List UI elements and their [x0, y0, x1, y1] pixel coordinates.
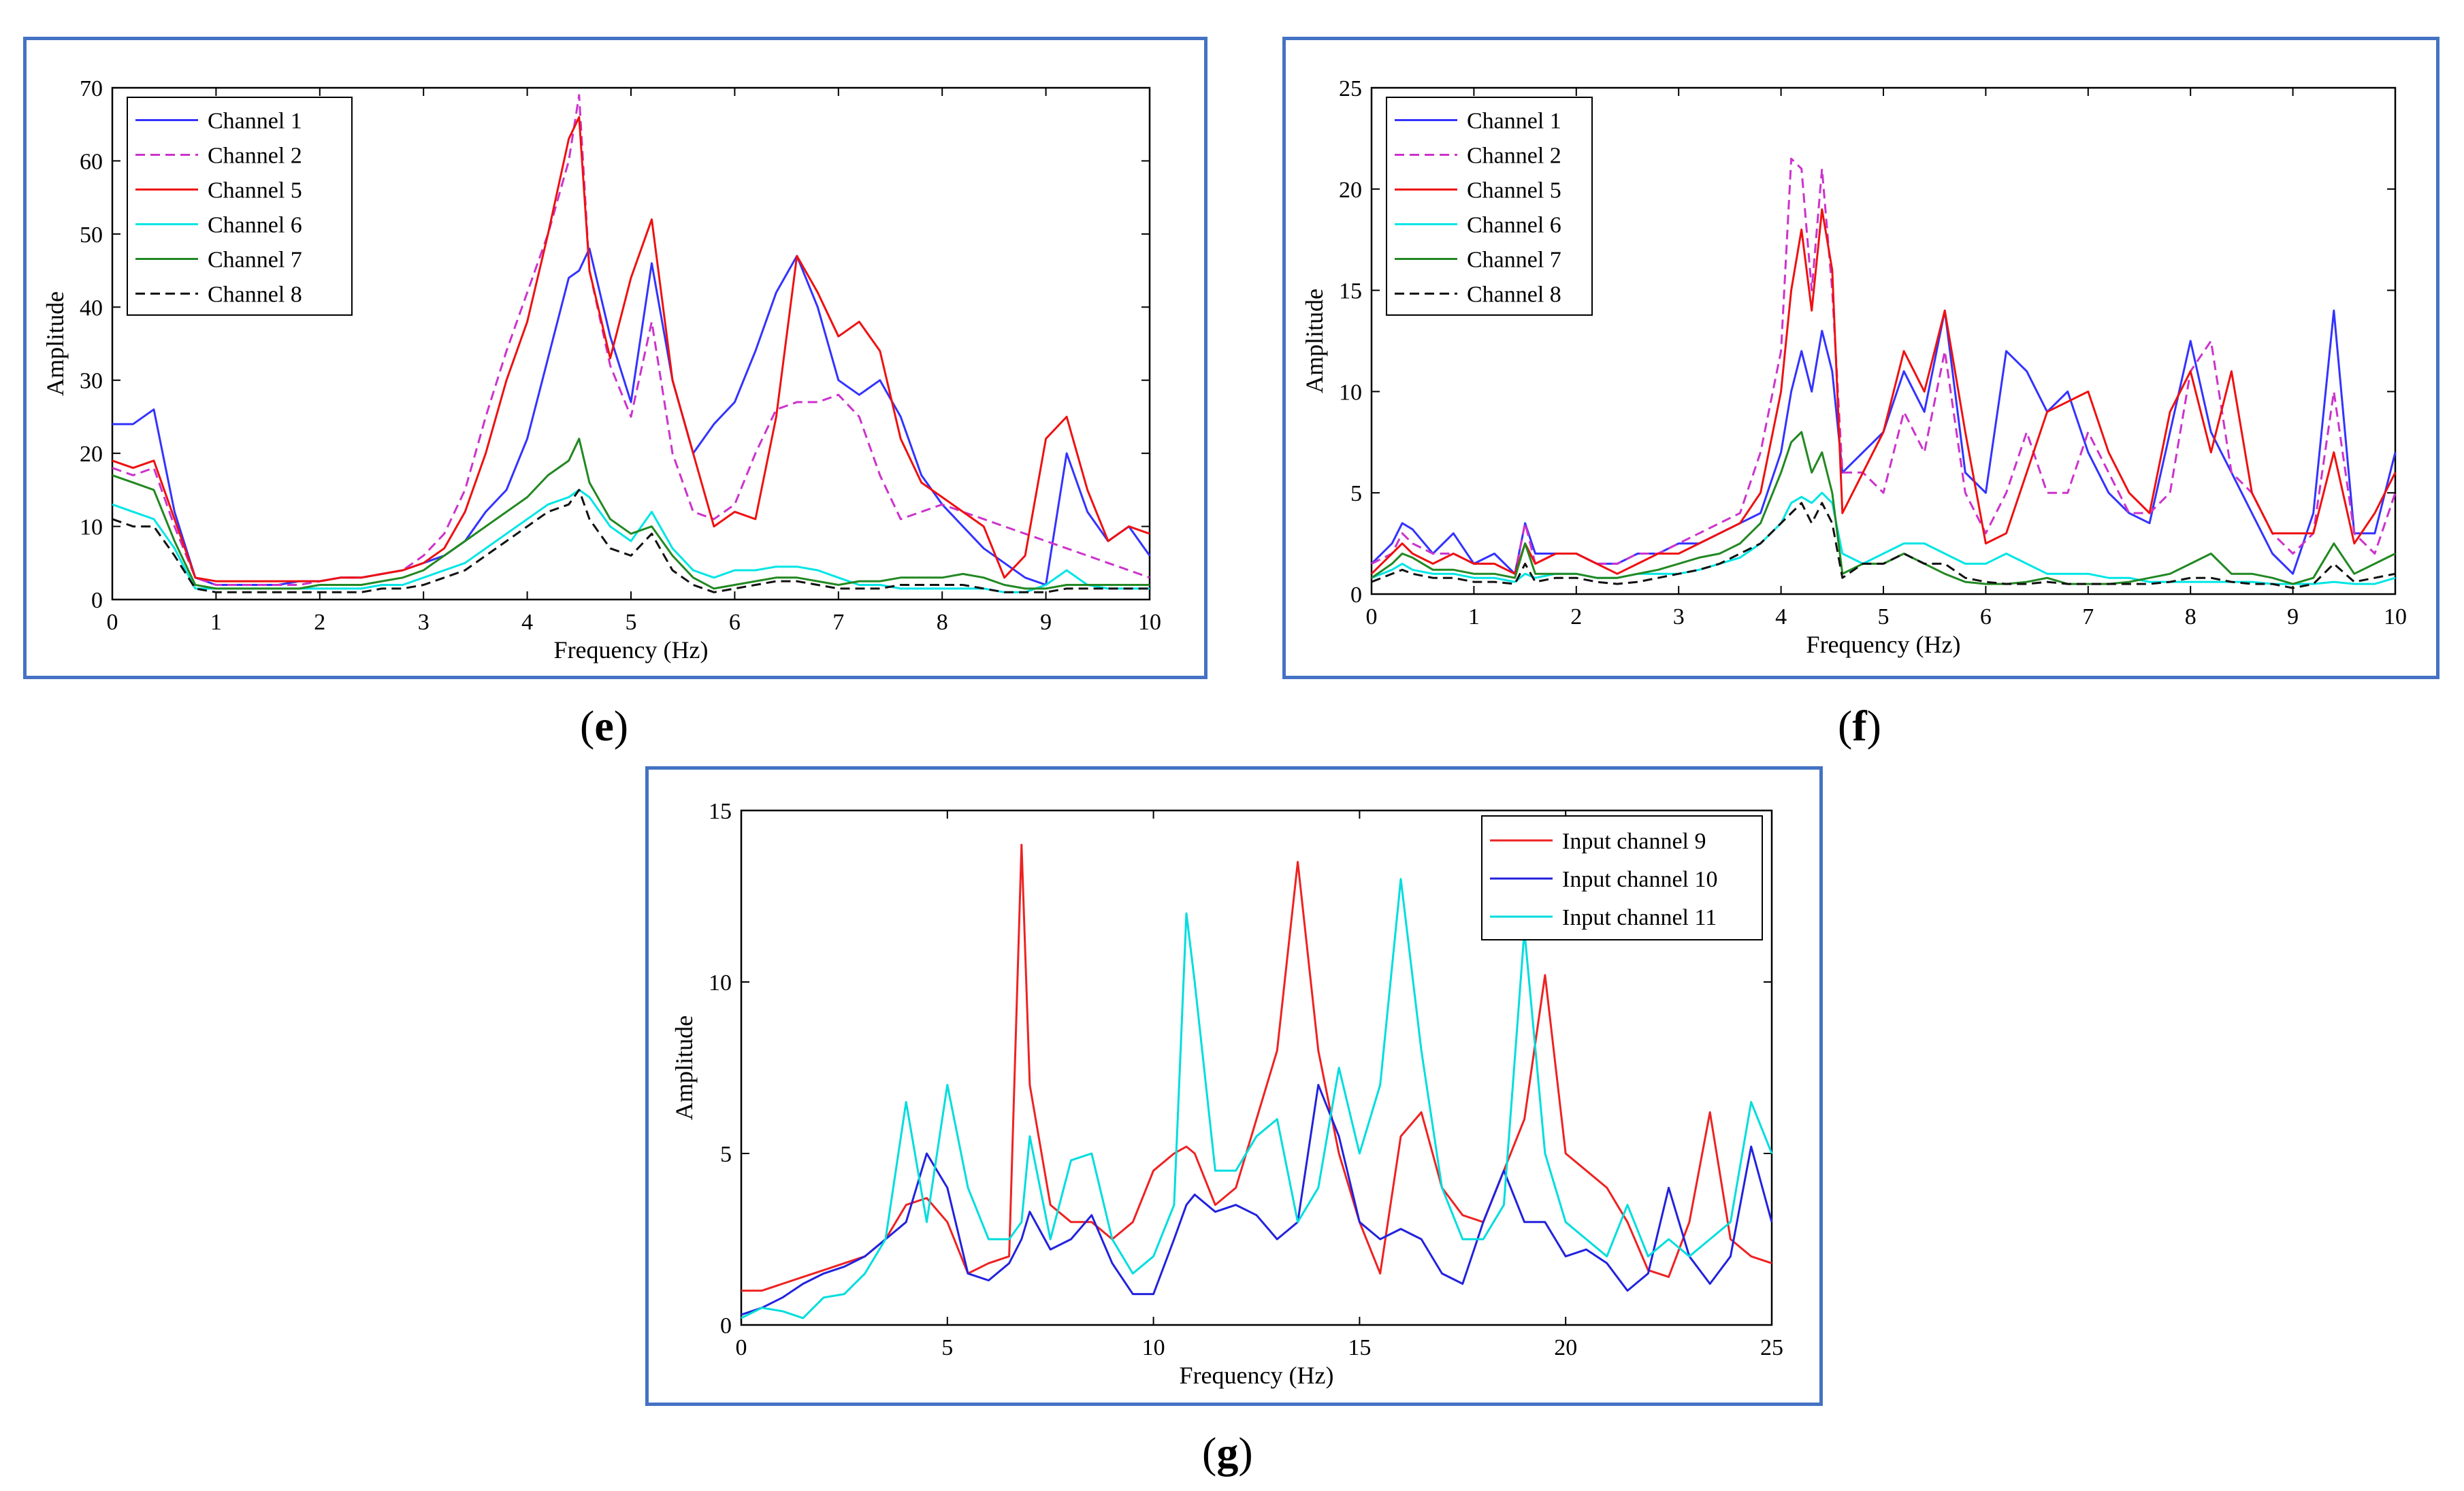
x-axis-label: Frequency (Hz): [1180, 1362, 1334, 1389]
x-tick-label: 0: [1366, 604, 1378, 629]
y-tick-label: 60: [80, 149, 103, 174]
x-tick-label: 6: [729, 610, 741, 635]
y-tick-label: 20: [1339, 178, 1362, 203]
y-tick-label: 30: [80, 369, 103, 394]
legend-label: Channel 5: [208, 178, 302, 203]
legend-label: Channel 7: [1467, 248, 1561, 273]
y-tick-label: 15: [1339, 279, 1362, 304]
legend-label: Channel 5: [1467, 178, 1561, 203]
y-axis-label: Amplitude: [670, 1015, 698, 1120]
legend-label: Input channel 10: [1562, 867, 1718, 892]
chart-f-svg: 0 1 2 3 4 5 6 7 8 9 10 0 5 10 15 20 25 Frequency (Hz) Ampl…: [1301, 76, 2407, 658]
chart-e-svg: 0 1 2 3 4 5 6 7 8 9 10 0 10 20 30 40 50 60 70 Frequency (Hz…: [42, 76, 1161, 663]
legend-label: Channel 1: [208, 109, 302, 134]
y-tick-label: 10: [1339, 380, 1362, 405]
series-line-channel-6: [1371, 491, 2396, 585]
x-tick-label: 10: [1138, 610, 1161, 635]
x-tick-label: 8: [2185, 604, 2196, 629]
legend-label: Input channel 11: [1562, 905, 1717, 930]
y-tick-label: 70: [80, 76, 103, 101]
x-tick-label: 2: [314, 610, 325, 635]
x-tick-label: 3: [1673, 604, 1685, 629]
legend-label: Channel 1: [1467, 109, 1561, 134]
series-line-channel-7: [112, 438, 1150, 590]
legend-label: Channel 7: [208, 248, 302, 273]
x-tick-label: 4: [1775, 604, 1787, 629]
x-tick-label: 1: [210, 610, 222, 635]
series-line-channel-1: [1370, 309, 2397, 575]
y-tick-label: 5: [1350, 481, 1362, 506]
x-tick-label: 0: [107, 610, 118, 635]
x-tick-label: 25: [1760, 1335, 1783, 1360]
series-line-channel-2: [1371, 157, 2397, 575]
plot-frame: [740, 809, 1773, 1326]
y-tick-label: 15: [709, 799, 732, 824]
legend-label: Channel 2: [1467, 144, 1561, 169]
x-tick-label: 5: [941, 1335, 953, 1360]
series-line-channel-5: [112, 116, 1150, 583]
caption-g: (g): [1202, 1428, 1253, 1477]
series-line-input-channel-11: [741, 878, 1773, 1320]
caption-e-letter: e: [594, 702, 614, 750]
legend-label: Channel 2: [208, 144, 302, 169]
y-tick-label: 0: [720, 1313, 732, 1339]
x-tick-label: 9: [2287, 604, 2299, 629]
legend-box: [1386, 97, 1593, 316]
x-axis-label: Frequency (Hz): [554, 636, 709, 663]
y-tick-label: 0: [1350, 583, 1362, 608]
x-tick-label: 6: [1980, 604, 1992, 629]
x-tick-label: 5: [626, 610, 637, 635]
chart-g-svg: 0 5 10 15 20 25 0 5 10 15 Frequency (Hz) Amplitude I…: [670, 799, 1783, 1389]
x-tick-label: 1: [1468, 604, 1480, 629]
caption-e: (e): [580, 702, 629, 750]
y-tick-label: 10: [80, 515, 103, 540]
legend-label: Channel 6: [208, 213, 302, 238]
chart-panel-e: 0 1 2 3 4 5 6 7 8 9 10 0 10 20 30 40 50 60 70 Frequency (Hz…: [23, 37, 1207, 679]
y-axis-label: Amplitude: [1301, 289, 1328, 393]
series-line-channel-1: [112, 247, 1151, 586]
legend-label: Channel 6: [1467, 213, 1561, 238]
legend-box: [127, 97, 353, 316]
x-tick-label: 0: [736, 1335, 747, 1360]
x-tick-label: 10: [2384, 604, 2407, 629]
y-tick-label: 50: [80, 223, 103, 248]
x-tick-label: 9: [1040, 610, 1052, 635]
y-axis-label: Amplitude: [42, 291, 69, 396]
series-line-channel-8: [112, 489, 1150, 593]
caption-f: (f): [1838, 702, 1881, 750]
y-tick-label: 0: [91, 588, 103, 613]
x-tick-label: 5: [1878, 604, 1890, 629]
x-tick-label: 3: [418, 610, 429, 635]
x-tick-label: 20: [1554, 1335, 1577, 1360]
y-tick-label: 10: [709, 970, 732, 996]
chart-panel-g: 0 5 10 15 20 25 0 5 10 15 Frequency (Hz) Amplitude I…: [645, 766, 1823, 1406]
series-line-channel-8: [1371, 502, 2396, 589]
series-line-channel-6: [112, 489, 1150, 593]
legend-label: Channel 8: [208, 282, 302, 308]
x-tick-label: 7: [832, 610, 844, 635]
series-line-channel-2: [112, 94, 1150, 586]
x-axis-label: Frequency (Hz): [1806, 631, 1961, 658]
series-line-channel-7: [1371, 431, 2396, 585]
y-tick-label: 5: [720, 1142, 732, 1167]
legend-label: Input channel 9: [1562, 829, 1706, 854]
chart-panel-f: 0 1 2 3 4 5 6 7 8 9 10 0 5 10 15 20 25 Frequency (Hz) Ampl…: [1282, 37, 2439, 679]
x-tick-label: 8: [937, 610, 948, 635]
y-tick-label: 25: [1339, 76, 1362, 101]
legend-label: Channel 8: [1467, 282, 1561, 308]
x-tick-label: 15: [1348, 1335, 1371, 1360]
y-tick-label: 40: [80, 295, 103, 321]
caption-f-letter: f: [1852, 702, 1867, 750]
x-tick-label: 10: [1142, 1335, 1165, 1360]
x-tick-label: 7: [2082, 604, 2094, 629]
series-line-input-channel-9: [741, 843, 1772, 1292]
x-tick-label: 4: [521, 610, 533, 635]
caption-g-letter: g: [1216, 1428, 1239, 1477]
y-tick-label: 20: [80, 442, 103, 467]
x-tick-label: 2: [1570, 604, 1582, 629]
